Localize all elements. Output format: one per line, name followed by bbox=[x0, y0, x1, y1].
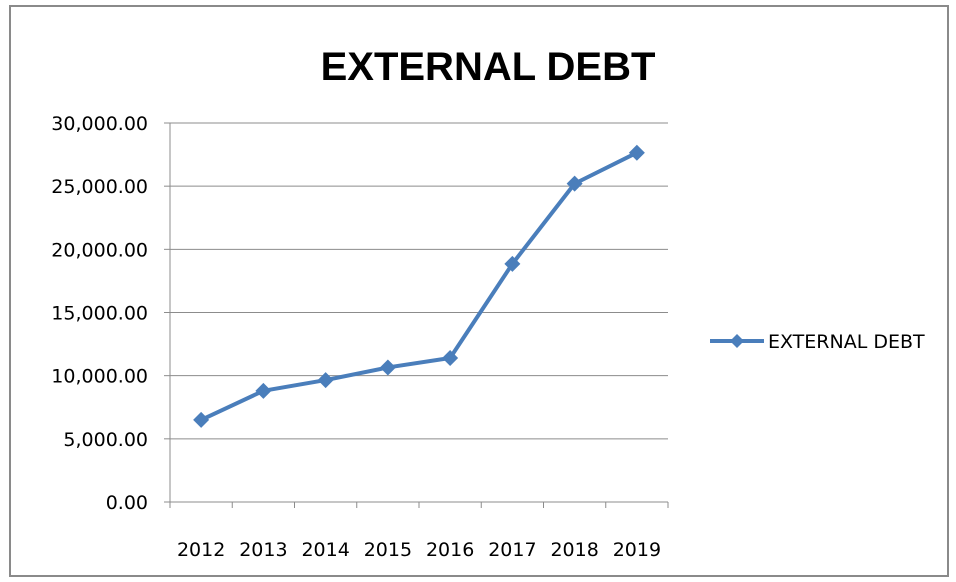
x-tick-label: 2013 bbox=[239, 539, 287, 561]
y-tick-label: 0.00 bbox=[106, 492, 148, 514]
x-tick-label: 2015 bbox=[364, 539, 412, 561]
chart-frame bbox=[9, 5, 949, 577]
data-point-marker bbox=[317, 372, 334, 389]
series-line bbox=[200, 150, 638, 422]
x-tick-label: 2019 bbox=[613, 539, 661, 561]
data-point-marker bbox=[628, 144, 645, 161]
data-point-marker bbox=[255, 382, 272, 399]
legend: EXTERNAL DEBT bbox=[710, 331, 925, 353]
x-axis-ticks: 2012 2013 2014 2015 2016 2017 2018 2019 bbox=[177, 539, 661, 561]
data-point-marker bbox=[504, 255, 521, 272]
y-tick-label: 10,000.00 bbox=[51, 366, 148, 388]
data-point-marker bbox=[379, 359, 396, 376]
y-tick-label: 30,000.00 bbox=[51, 113, 148, 135]
data-point-marker bbox=[442, 349, 459, 366]
y-axis-ticks: 0.00 5,000.00 10,000.00 15,000.00 20,000.00 2… bbox=[51, 113, 148, 514]
legend-label: EXTERNAL DEBT bbox=[768, 331, 925, 353]
data-point-marker bbox=[566, 175, 583, 192]
y-tick-label: 20,000.00 bbox=[51, 239, 148, 261]
data-point-marker bbox=[193, 411, 210, 428]
series-group bbox=[193, 144, 645, 428]
gridlines bbox=[170, 122, 668, 440]
x-tick-label: 2016 bbox=[426, 539, 474, 561]
x-tick-label: 2014 bbox=[301, 539, 349, 561]
x-tick-label: 2018 bbox=[550, 539, 598, 561]
x-tick-label: 2017 bbox=[488, 539, 536, 561]
legend-marker-swatch bbox=[730, 334, 744, 348]
x-tick-label: 2012 bbox=[177, 539, 225, 561]
y-tick-label: 15,000.00 bbox=[51, 303, 148, 325]
y-tick-label: 5,000.00 bbox=[63, 429, 148, 451]
axes bbox=[164, 122, 669, 508]
chart-title: EXTERNAL DEBT bbox=[321, 45, 656, 89]
y-tick-label: 25,000.00 bbox=[51, 176, 148, 198]
